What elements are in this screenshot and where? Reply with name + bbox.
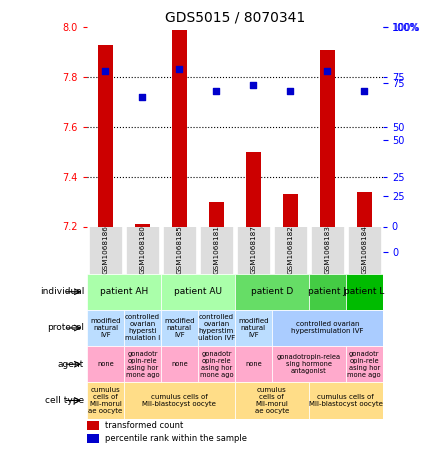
FancyBboxPatch shape bbox=[234, 274, 308, 310]
FancyBboxPatch shape bbox=[271, 346, 345, 382]
Text: percentile rank within the sample: percentile rank within the sample bbox=[105, 434, 246, 443]
Text: GSM1068185: GSM1068185 bbox=[176, 226, 182, 275]
FancyBboxPatch shape bbox=[87, 346, 124, 382]
FancyBboxPatch shape bbox=[308, 382, 382, 419]
Point bbox=[249, 82, 256, 89]
Point bbox=[102, 67, 109, 75]
Bar bbox=[356, 192, 371, 226]
FancyBboxPatch shape bbox=[162, 226, 196, 274]
FancyBboxPatch shape bbox=[345, 274, 382, 310]
Text: GSM1068186: GSM1068186 bbox=[102, 226, 108, 275]
FancyBboxPatch shape bbox=[347, 226, 380, 274]
Bar bbox=[282, 194, 297, 226]
Text: gonadotropin-relea
sing hormone
antagonist: gonadotropin-relea sing hormone antagoni… bbox=[276, 354, 340, 374]
Text: cumulus
cells of
MII-morul
ae oocyte: cumulus cells of MII-morul ae oocyte bbox=[254, 387, 288, 414]
Text: controlled ovarian
hyperstimulation IVF: controlled ovarian hyperstimulation IVF bbox=[290, 322, 363, 334]
Text: cumulus cells of
MII-blastocyst oocyte: cumulus cells of MII-blastocyst oocyte bbox=[142, 394, 216, 407]
Point bbox=[323, 67, 330, 75]
Text: patient D: patient D bbox=[250, 287, 293, 296]
Text: cumulus cells of
MII-blastocyst oocyte: cumulus cells of MII-blastocyst oocyte bbox=[308, 394, 382, 407]
Point bbox=[286, 87, 293, 95]
Bar bbox=[208, 202, 223, 226]
FancyBboxPatch shape bbox=[125, 226, 159, 274]
Text: patient AU: patient AU bbox=[174, 287, 221, 296]
Text: cell type: cell type bbox=[45, 396, 84, 405]
Bar bbox=[87, 434, 99, 443]
FancyBboxPatch shape bbox=[124, 382, 234, 419]
Bar bbox=[87, 421, 99, 430]
Bar bbox=[98, 45, 113, 227]
Point bbox=[360, 87, 367, 95]
Text: GSM1068183: GSM1068183 bbox=[324, 226, 329, 275]
Text: modified
natural
IVF: modified natural IVF bbox=[90, 318, 121, 338]
Text: patient L: patient L bbox=[343, 287, 384, 296]
Text: GSM1068181: GSM1068181 bbox=[213, 226, 219, 275]
FancyBboxPatch shape bbox=[124, 310, 161, 346]
Title: GDS5015 / 8070341: GDS5015 / 8070341 bbox=[164, 10, 304, 24]
Text: gonadotr
opin-rele
asing hor
mone ago: gonadotr opin-rele asing hor mone ago bbox=[199, 351, 233, 378]
Text: GSM1068187: GSM1068187 bbox=[250, 226, 256, 275]
Text: gonadotr
opin-rele
asing hor
mone ago: gonadotr opin-rele asing hor mone ago bbox=[125, 351, 159, 378]
Text: GSM1068182: GSM1068182 bbox=[287, 226, 293, 275]
Text: GSM1068180: GSM1068180 bbox=[139, 226, 145, 275]
FancyBboxPatch shape bbox=[87, 310, 124, 346]
FancyBboxPatch shape bbox=[273, 226, 306, 274]
Text: controlled
ovarian
hypersti
mulation I: controlled ovarian hypersti mulation I bbox=[125, 314, 160, 342]
Text: modified
natural
IVF: modified natural IVF bbox=[164, 318, 194, 338]
Text: gonadotr
opin-rele
asing hor
mone ago: gonadotr opin-rele asing hor mone ago bbox=[347, 351, 380, 378]
FancyBboxPatch shape bbox=[161, 274, 234, 310]
Text: none: none bbox=[171, 361, 187, 367]
Text: cumulus
cells of
MII-morul
ae oocyte: cumulus cells of MII-morul ae oocyte bbox=[88, 387, 122, 414]
FancyBboxPatch shape bbox=[271, 310, 382, 346]
FancyBboxPatch shape bbox=[199, 226, 233, 274]
FancyBboxPatch shape bbox=[236, 226, 270, 274]
Text: protocol: protocol bbox=[47, 323, 84, 333]
FancyBboxPatch shape bbox=[310, 226, 343, 274]
FancyBboxPatch shape bbox=[89, 226, 122, 274]
FancyBboxPatch shape bbox=[87, 382, 124, 419]
Text: none: none bbox=[97, 361, 114, 367]
Bar bbox=[171, 29, 187, 226]
FancyBboxPatch shape bbox=[197, 346, 234, 382]
FancyBboxPatch shape bbox=[234, 310, 271, 346]
Text: none: none bbox=[244, 361, 261, 367]
Text: patient J: patient J bbox=[308, 287, 345, 296]
FancyBboxPatch shape bbox=[234, 382, 308, 419]
Text: modified
natural
IVF: modified natural IVF bbox=[237, 318, 268, 338]
FancyBboxPatch shape bbox=[308, 274, 345, 310]
Text: patient AH: patient AH bbox=[100, 287, 148, 296]
Text: transformed count: transformed count bbox=[105, 421, 183, 430]
Bar bbox=[319, 50, 334, 226]
Text: controlled
ovarian
hyperstim
ulation IVF: controlled ovarian hyperstim ulation IVF bbox=[197, 314, 234, 342]
Text: GSM1068184: GSM1068184 bbox=[361, 226, 366, 275]
FancyBboxPatch shape bbox=[124, 346, 161, 382]
FancyBboxPatch shape bbox=[234, 346, 271, 382]
FancyBboxPatch shape bbox=[87, 274, 161, 310]
Text: agent: agent bbox=[58, 360, 84, 369]
FancyBboxPatch shape bbox=[345, 346, 382, 382]
FancyBboxPatch shape bbox=[161, 346, 197, 382]
Text: individual: individual bbox=[39, 287, 84, 296]
Point bbox=[175, 65, 183, 72]
Bar bbox=[246, 152, 260, 226]
FancyBboxPatch shape bbox=[161, 310, 197, 346]
Point bbox=[139, 93, 146, 101]
Point bbox=[213, 87, 219, 95]
Bar bbox=[135, 224, 149, 226]
FancyBboxPatch shape bbox=[197, 310, 234, 346]
